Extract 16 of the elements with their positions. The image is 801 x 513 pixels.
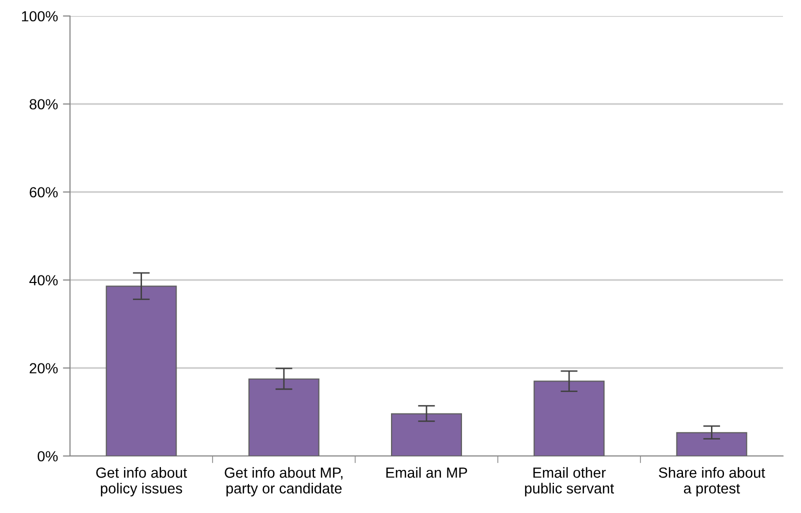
y-tick-label: 80% <box>30 99 58 110</box>
x-tick-label: Email other public servant <box>525 467 614 496</box>
x-tick-label: Get info about MP, party or candidate <box>224 467 342 496</box>
bar <box>106 286 177 456</box>
bar <box>391 413 462 456</box>
x-tick-label: Share info about a protest <box>658 467 766 496</box>
x-tick-label: Get info about policy issues <box>96 467 188 496</box>
y-tick-label: 100% <box>22 11 58 22</box>
bar <box>676 432 748 456</box>
y-tick-label: 20% <box>30 363 58 374</box>
y-tick-label: 60% <box>30 187 58 198</box>
bar <box>534 380 605 456</box>
y-tick-label: 40% <box>29 275 58 286</box>
x-tick-label: Email an MP <box>386 467 468 478</box>
y-tick-label: 0% <box>38 451 58 462</box>
bar <box>248 378 320 456</box>
